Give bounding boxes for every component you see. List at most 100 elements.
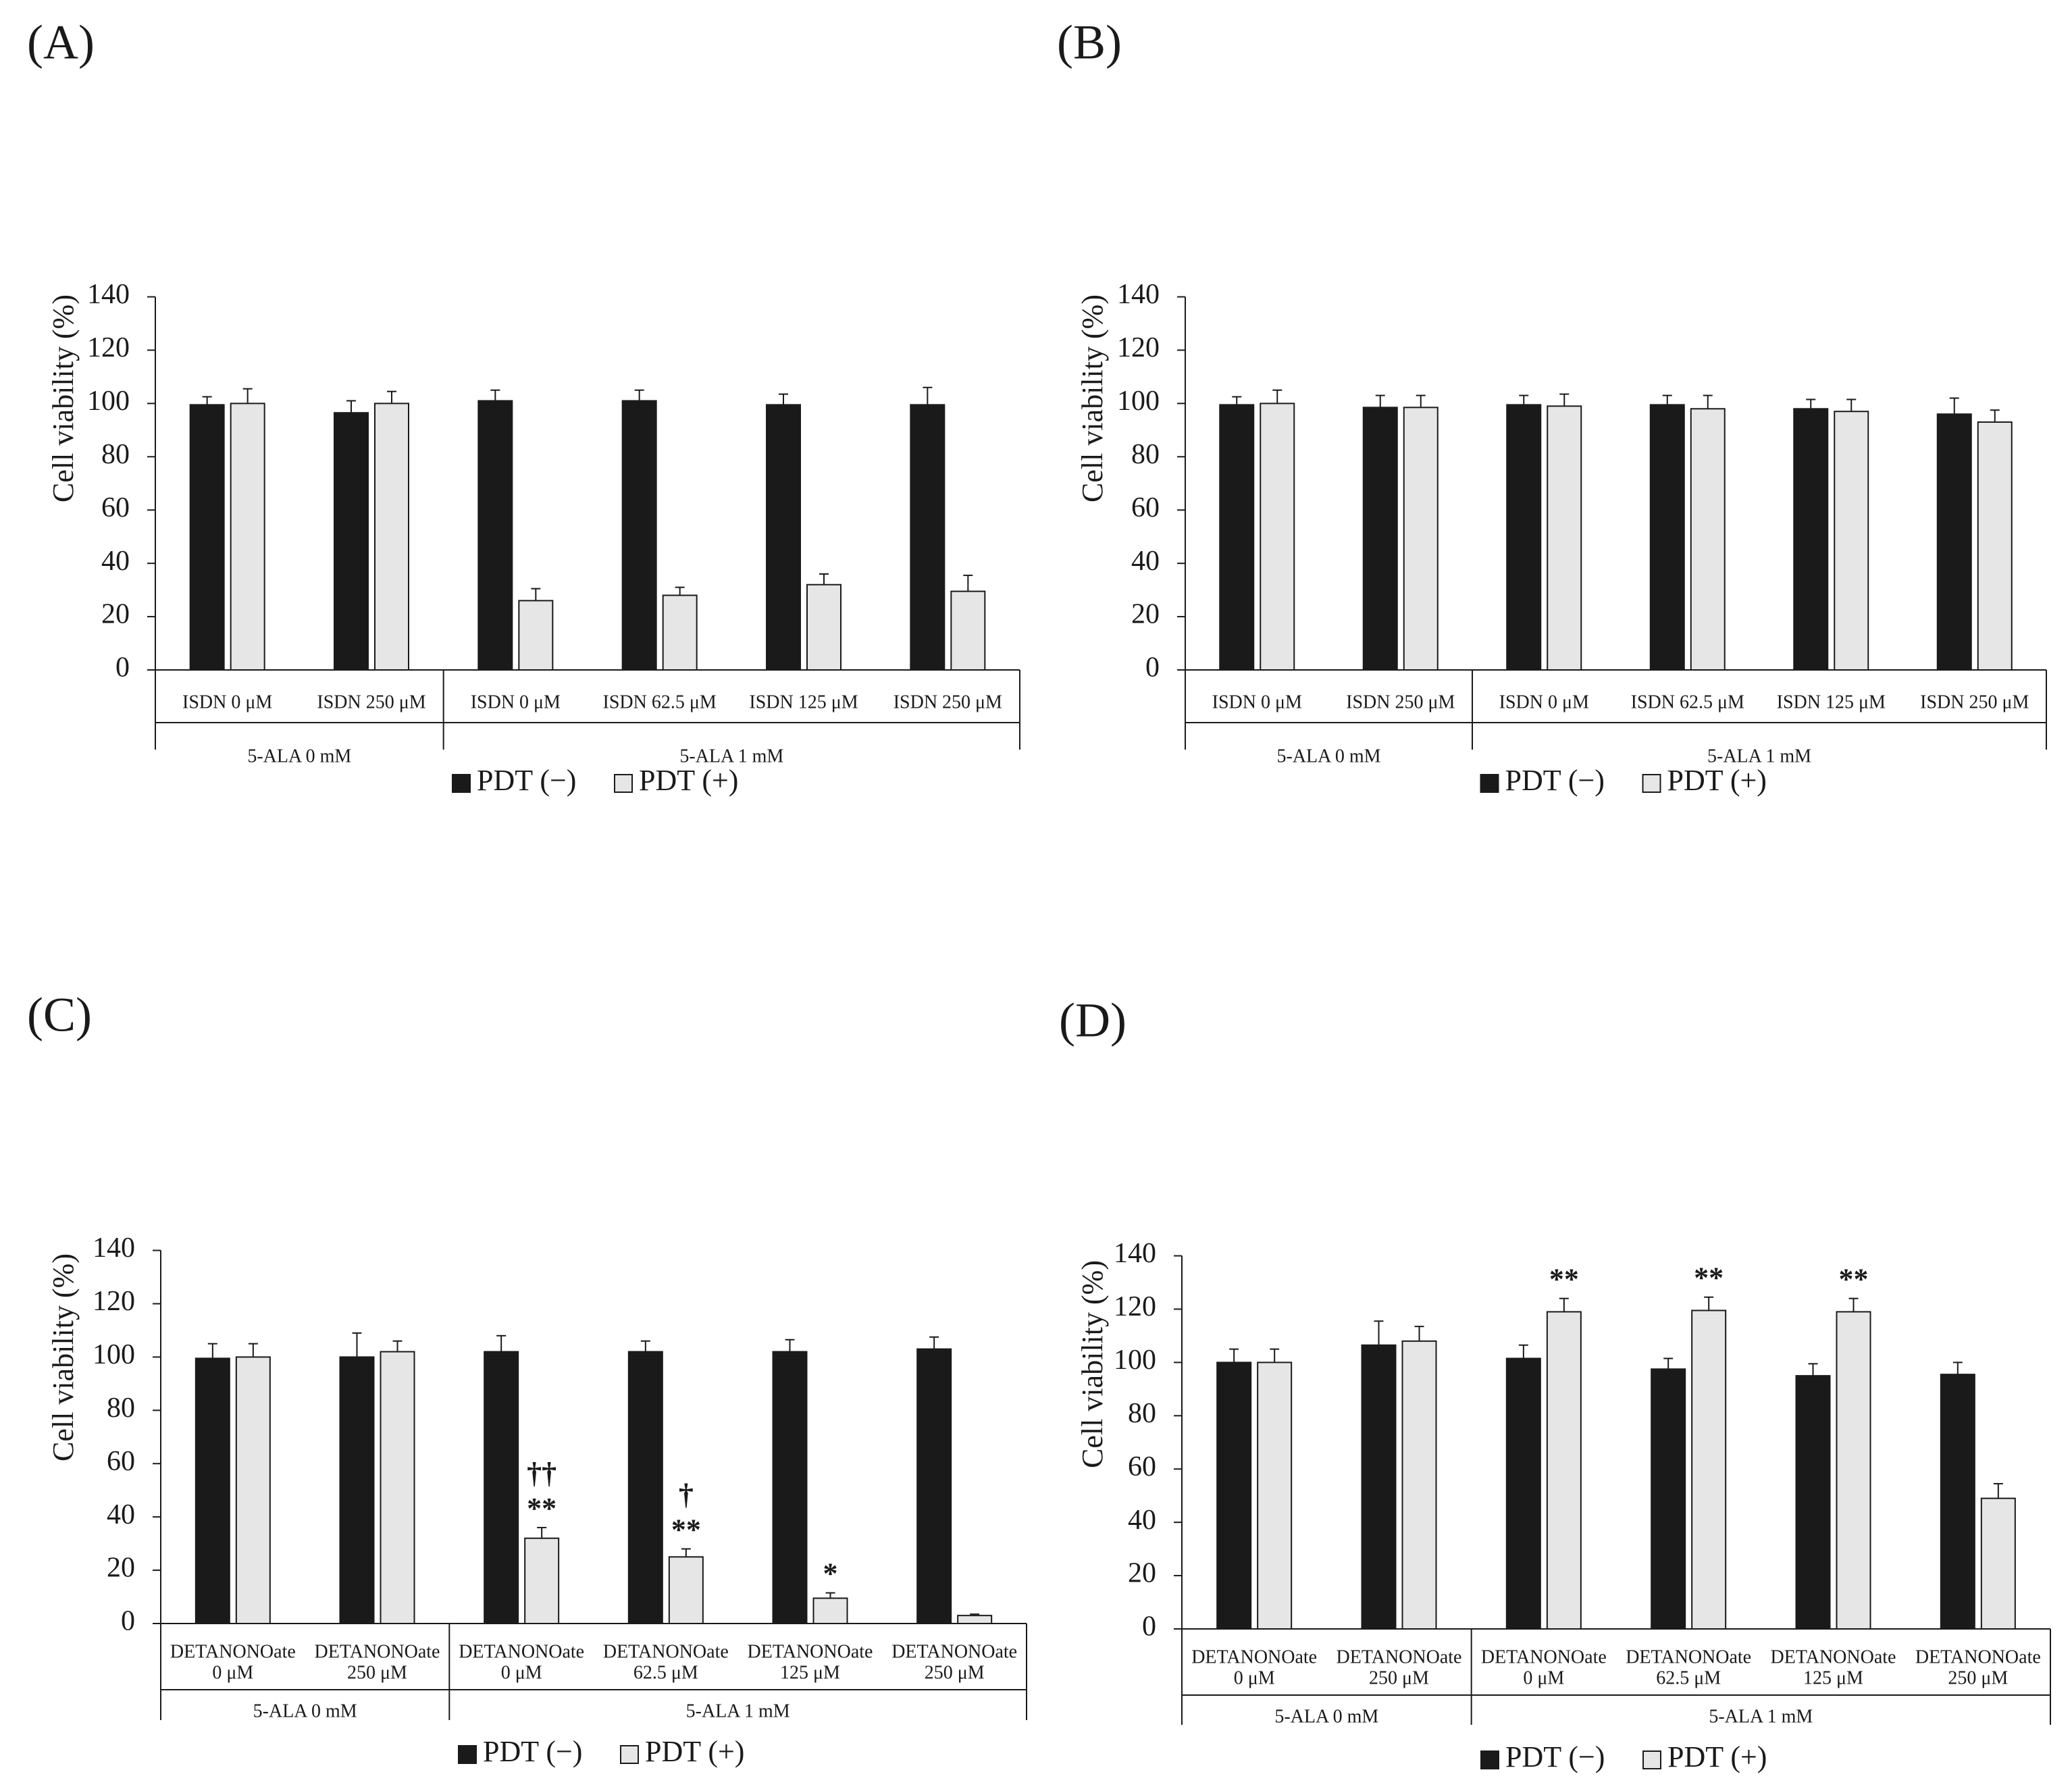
significance-marker: **	[1839, 1263, 1869, 1296]
y-axis-label: Cell viability (%)	[47, 1253, 80, 1461]
x-category-label: 250 μM	[1948, 1667, 2008, 1688]
bar-pdt-plus	[1257, 1361, 1293, 1630]
bar-pdt-minus	[195, 1357, 230, 1625]
bar-pdt-minus	[1505, 1357, 1541, 1630]
x-category-label: DETANONOate	[1771, 1646, 1896, 1667]
bar-pdt-minus	[621, 400, 657, 671]
significance-marker: **	[671, 1513, 701, 1547]
x-category-label: 0 μM	[212, 1662, 253, 1683]
x-category-label: ISDN 250 μM	[317, 692, 425, 712]
bar-pdt-plus	[1546, 1311, 1582, 1630]
bar-pdt-minus	[1795, 1375, 1831, 1630]
x-category-label: ISDN 0 μM	[471, 692, 561, 712]
legend: PDT (−) PDT (+)	[1480, 1740, 1767, 1773]
legend: PDT (−) PDT (+)	[452, 764, 738, 797]
y-tick-label: 40	[1128, 1505, 1156, 1536]
bar-pdt-minus	[1651, 1368, 1686, 1630]
bar-pdt-plus	[1260, 403, 1295, 671]
x-group-label: 5-ALA 0 mM	[253, 1701, 357, 1721]
bar-pdt-plus	[1836, 1311, 1871, 1630]
y-tick-label: 120	[87, 332, 130, 363]
y-tick-label: 80	[101, 439, 130, 470]
y-tick-label: 80	[1131, 439, 1160, 470]
y-tick-label: 140	[1117, 279, 1160, 310]
bar-pdt-plus	[812, 1597, 848, 1624]
legend-label: PDT (−)	[477, 764, 576, 797]
bar-pdt-plus	[1980, 1497, 2016, 1630]
bar-pdt-plus	[806, 583, 841, 671]
y-axis-label: Cell viability (%)	[1076, 294, 1109, 502]
chart-panel-d: (D) Cell viability (%) 0 20 40 60 80 100 120 140 D…	[1059, 993, 2051, 1773]
x-group-label: 5-ALA 0 mM	[247, 746, 351, 767]
x-category-label: 125 μM	[780, 1662, 840, 1683]
y-tick-label: 20	[1131, 599, 1160, 630]
y-tick-label: 40	[107, 1499, 135, 1530]
y-tick-label: 140	[87, 279, 130, 310]
x-category-label: DETANONOate	[603, 1641, 729, 1662]
y-tick-label: 100	[1114, 1345, 1156, 1376]
y-tick-label: 100	[93, 1339, 135, 1370]
legend: PDT (−) PDT (+)	[458, 1735, 744, 1768]
significance-marker: †	[679, 1478, 694, 1511]
y-tick-label: 40	[101, 546, 130, 577]
legend-swatch-pdt-plus	[1642, 774, 1661, 793]
bar-pdt-plus	[957, 1615, 993, 1625]
bar-pdt-minus	[189, 404, 225, 671]
bar-pdt-minus	[916, 1348, 952, 1624]
x-category-label: DETANONOate	[1191, 1646, 1317, 1667]
y-tick-label: 20	[1128, 1558, 1156, 1589]
significance-marker: *	[823, 1557, 838, 1590]
bar-pdt-plus	[662, 594, 698, 671]
x-category-label: DETANONOate	[1337, 1646, 1462, 1667]
legend-swatch-pdt-minus	[458, 1745, 477, 1764]
y-tick-label: 120	[1114, 1291, 1156, 1322]
y-tick-label: 0	[121, 1606, 135, 1637]
x-category-label: 250 μM	[347, 1662, 407, 1683]
bar-pdt-minus	[1940, 1374, 1975, 1630]
bar-pdt-plus	[1690, 408, 1726, 671]
bar-pdt-minus	[1936, 413, 1972, 671]
y-tick-label: 60	[101, 492, 130, 523]
y-tick-label: 60	[1131, 492, 1160, 523]
y-tick-label: 0	[115, 652, 130, 683]
y-tick-label: 20	[101, 599, 130, 630]
x-group-label: 5-ALA 0 mM	[1277, 746, 1381, 767]
x-category-label: ISDN 0 μM	[1212, 692, 1302, 712]
x-category-label: 125 μM	[1803, 1667, 1863, 1688]
significance-marker: **	[1549, 1263, 1579, 1296]
y-tick-label: 120	[93, 1286, 135, 1317]
x-category-label: DETANONOate	[748, 1641, 873, 1662]
x-category-label: 250 μM	[1369, 1667, 1429, 1688]
bar-pdt-minus	[484, 1351, 519, 1625]
legend-swatch-pdt-minus	[1480, 774, 1499, 793]
chart-panel-b: (B) Cell viability (%) 0 20 40 60 80 100 120 140 I…	[1057, 16, 2047, 797]
x-category-label: DETANONOate	[459, 1641, 584, 1662]
x-category-label: ISDN 125 μM	[1777, 692, 1886, 712]
x-category-label: ISDN 250 μM	[1920, 692, 2029, 712]
legend: PDT (−) PDT (+)	[1480, 764, 1767, 797]
panel-label: (B)	[1057, 16, 1122, 70]
y-axis-label: Cell viability (%)	[1076, 1260, 1109, 1468]
bar-pdt-minus	[1793, 408, 1829, 671]
bar-pdt-minus	[1362, 407, 1398, 671]
y-axis-label: Cell viability (%)	[47, 294, 80, 502]
bar-pdt-plus	[235, 1356, 271, 1625]
significance-marker: ††	[527, 1457, 556, 1490]
legend-swatch-pdt-plus	[1642, 1750, 1661, 1769]
bar-pdt-plus	[950, 590, 986, 671]
legend-label: PDT (+)	[1667, 764, 1767, 797]
x-category-label: 0 μM	[501, 1662, 542, 1683]
x-category-label: ISDN 0 μM	[1499, 692, 1589, 712]
bar-pdt-plus	[1834, 411, 1869, 671]
bar-pdt-plus	[524, 1537, 560, 1625]
bar-pdt-minus	[334, 412, 369, 671]
bar-pdt-minus	[339, 1356, 375, 1625]
significance-marker: **	[1694, 1262, 1724, 1295]
x-group-label: 5-ALA 0 mM	[1274, 1706, 1378, 1727]
bar-pdt-plus	[1691, 1309, 1727, 1630]
legend-swatch-pdt-plus	[620, 1745, 639, 1764]
bar-pdt-minus	[1219, 404, 1255, 671]
bar-pdt-minus	[766, 404, 801, 671]
y-tick-label: 80	[107, 1393, 135, 1424]
